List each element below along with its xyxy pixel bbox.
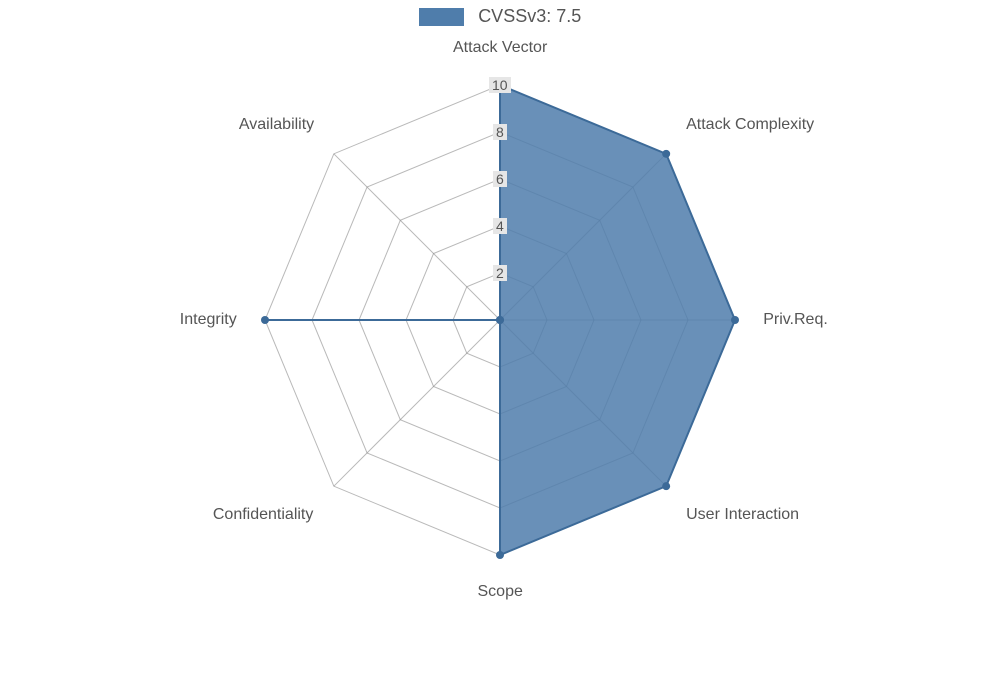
axis-label: Priv.Req. xyxy=(763,311,828,329)
axis-label: Scope xyxy=(478,583,523,601)
axis-label: Attack Vector xyxy=(453,39,547,57)
axis-label: Attack Complexity xyxy=(686,116,814,134)
axis-label: Integrity xyxy=(180,311,237,329)
tick-label: 8 xyxy=(493,124,507,140)
axis-label: Availability xyxy=(239,116,314,134)
tick-label: 2 xyxy=(493,265,507,281)
axis-label: Confidentiality xyxy=(213,506,314,524)
axis-label: User Interaction xyxy=(686,506,799,524)
tick-label: 10 xyxy=(489,77,511,93)
tick-label: 6 xyxy=(493,171,507,187)
tick-label: 4 xyxy=(493,218,507,234)
